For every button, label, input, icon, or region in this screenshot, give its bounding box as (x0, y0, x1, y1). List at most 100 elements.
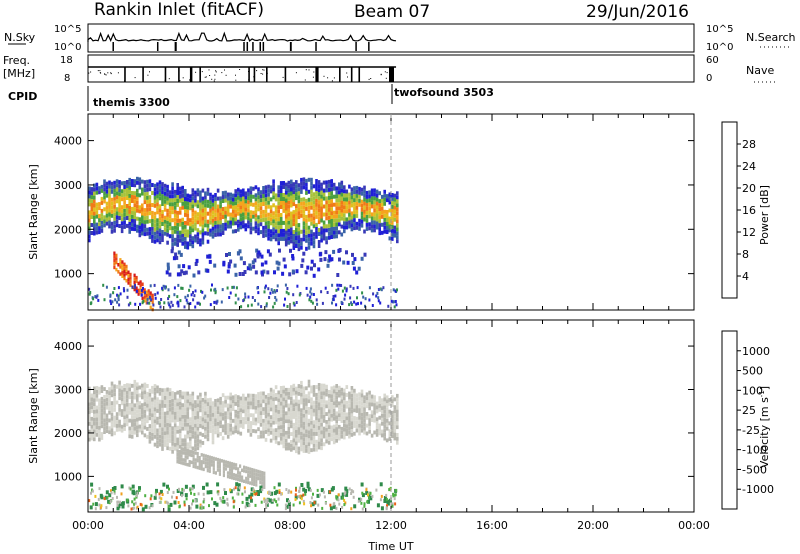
heatmap-cell (253, 472, 256, 476)
heatmap-cell (186, 245, 190, 250)
heatmap-cell (191, 244, 195, 249)
heatmap-cell (148, 227, 152, 232)
heatmap-cell (176, 441, 179, 446)
heatmap-cell (248, 263, 252, 268)
heatmap-cell (305, 214, 308, 219)
heatmap-cell (343, 498, 346, 502)
heatmap-cell (196, 446, 200, 451)
heatmap-cell (209, 413, 212, 418)
heatmap-cell (120, 428, 124, 433)
heatmap-cell (332, 295, 335, 298)
heatmap-cell (320, 395, 323, 400)
heatmap-cell (129, 301, 132, 305)
heatmap-cell (383, 193, 386, 198)
heatmap-cell (166, 438, 169, 443)
heatmap-cell (323, 257, 327, 262)
heatmap-cell (115, 179, 119, 184)
heatmap-cell (317, 196, 321, 201)
heatmap-cell (302, 390, 306, 395)
heatmap-cell (248, 504, 251, 507)
heatmap-cell (196, 200, 200, 205)
heatmap-cell (367, 493, 369, 497)
heatmap-cell (117, 296, 120, 300)
heatmap-cell (163, 443, 167, 447)
heatmap-cell (378, 203, 381, 208)
heatmap-cell (176, 429, 179, 434)
heatmap-cell (148, 211, 152, 216)
heatmap-cell (260, 262, 264, 267)
heatmap-cell (229, 404, 232, 409)
heatmap-cell (196, 216, 200, 221)
y-tick-label: 3000 (54, 179, 82, 192)
heatmap-cell (338, 194, 341, 199)
heatmap-cell (133, 391, 137, 396)
heatmap-cell (341, 289, 344, 293)
heatmap-cell (103, 195, 106, 200)
heatmap-cell (297, 403, 301, 408)
heatmap-cell (103, 223, 106, 228)
heatmap-cell (281, 271, 285, 276)
heatmap-cell (247, 480, 250, 485)
heatmap-cell (249, 226, 253, 231)
heatmap-cell (141, 301, 144, 305)
heatmap-cell (244, 396, 248, 401)
heatmap-cell (103, 183, 106, 188)
heatmap-cell (239, 221, 243, 226)
heatmap-cell (158, 492, 161, 496)
heatmap-cell (249, 194, 253, 199)
heatmap-cell (193, 294, 196, 298)
heatmap-cell (277, 402, 280, 407)
heatmap-cell (277, 221, 280, 226)
nave-dot (99, 70, 101, 72)
heatmap-cell (201, 425, 205, 430)
heatmap-cell (234, 217, 237, 222)
heatmap-cell (242, 216, 245, 221)
heatmap-cell (297, 388, 301, 392)
heatmap-cell (128, 406, 131, 411)
heatmap-cell (143, 390, 147, 395)
heatmap-cell (358, 218, 361, 223)
heatmap-cell (236, 251, 240, 256)
heatmap-cell (322, 426, 326, 431)
heatmap-cell (110, 229, 114, 234)
heatmap-cell (380, 214, 384, 219)
heatmap-cell (284, 430, 288, 435)
heatmap-cell (252, 429, 255, 433)
heatmap-cell (143, 410, 147, 414)
heatmap-cell (315, 190, 318, 195)
heatmap-cell (365, 392, 369, 397)
heatmap-cell (378, 227, 381, 232)
heatmap-cell (204, 415, 207, 420)
heatmap-cell (393, 413, 397, 417)
heatmap-cell (125, 204, 129, 208)
heatmap-cell (196, 212, 200, 217)
heatmap-cell (252, 393, 255, 398)
heatmap-cell (297, 427, 301, 431)
heatmap-cell (206, 191, 210, 196)
heatmap-cell (105, 421, 109, 426)
heatmap-cell (108, 216, 111, 221)
heatmap-cell (373, 196, 376, 201)
heatmap-cell (194, 190, 197, 195)
beam-title: Beam 07 (354, 2, 430, 22)
heatmap-cell (148, 424, 152, 428)
heatmap-cell (192, 291, 194, 294)
heatmap-cell (128, 201, 131, 206)
heatmap-cell (259, 222, 263, 227)
heatmap-cell (327, 393, 331, 398)
heatmap-cell (263, 478, 266, 482)
heatmap-cell (261, 474, 264, 478)
heatmap-cell (383, 428, 386, 433)
heatmap-cell (224, 403, 227, 408)
nave-dot (380, 73, 382, 75)
heatmap-cell (247, 405, 250, 410)
heatmap-cell (267, 184, 270, 189)
heatmap-cell (315, 234, 318, 239)
heatmap-cell (312, 492, 314, 496)
heatmap-cell (161, 190, 164, 195)
heatmap-cell (234, 221, 237, 226)
heatmap-cell (300, 245, 303, 250)
heatmap-cell (319, 257, 323, 262)
heatmap-cell (317, 429, 321, 434)
heatmap-cell (153, 427, 157, 431)
